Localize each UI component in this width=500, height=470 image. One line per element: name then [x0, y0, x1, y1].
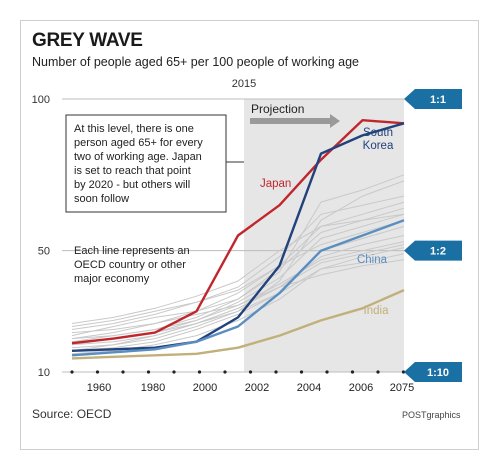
ratio-tags: 1:1 1:2 1:10: [404, 89, 462, 382]
x-axis-dot: [197, 370, 202, 374]
x-tick-label: 1960: [87, 382, 111, 394]
x-axis-dot: [95, 370, 100, 374]
y-tick-label: 50: [38, 246, 50, 258]
x-axis-dot: [248, 370, 253, 374]
x-tick-label: 1980: [141, 382, 165, 394]
series-line-south-korea: [71, 122, 405, 352]
ratio-tag-label: 1:1: [430, 94, 446, 106]
chart-subtitle: Number of people aged 65+ per 100 people…: [32, 55, 359, 69]
ratio-tag: 1:1: [404, 89, 462, 109]
callout-text: At this level, there is one person aged …: [74, 123, 206, 205]
projection-arrow-icon: [250, 114, 340, 128]
source-note: Source: OECD: [32, 407, 112, 421]
x-tick-label: 2000: [193, 382, 217, 394]
x-axis-dot: [70, 370, 74, 374]
x-axis-dot: [299, 370, 304, 374]
x-tick-label: 2006: [349, 382, 373, 394]
ratio-tag: 1:10: [404, 362, 462, 382]
background-series-line: [71, 174, 405, 340]
x-axis-dot: [274, 370, 278, 374]
ratio-tag-shape: [404, 89, 462, 109]
y-axis: 10 50 100: [32, 94, 50, 379]
series-label-china: China: [357, 254, 388, 266]
series-line-india: [71, 289, 405, 360]
x-axis-dot: [325, 370, 329, 374]
x-axis-dot: [223, 370, 227, 374]
x-axis-dot: [121, 370, 125, 374]
x-axis-dot: [350, 370, 355, 374]
x-tick-label: 2002: [245, 382, 269, 394]
ratio-tag-label: 1:10: [427, 367, 449, 379]
series-labels: Japan South Korea China India: [260, 127, 394, 317]
background-series-line: [71, 213, 405, 324]
ratio-tag-shape: [404, 240, 462, 261]
projection-label: Projection: [251, 102, 304, 116]
highlighted-series-group: [71, 118, 405, 360]
x-axis: 1960 1980 2000 2002 2004 2006 2075: [70, 370, 414, 394]
series-line-japan: [71, 118, 405, 345]
series-line-china: [71, 219, 405, 357]
callout-box: [65, 114, 227, 213]
note-text: Each line represents an OECD country or …: [74, 245, 193, 285]
ratio-tag: 1:2: [404, 240, 462, 261]
x-axis-dot: [172, 370, 176, 374]
x-tick-label: 2004: [297, 382, 321, 394]
chart-title: GREY WAVE: [32, 30, 143, 51]
series-label-japan: Japan: [260, 178, 291, 190]
x-axis-dot: [376, 370, 380, 374]
background-series-line: [71, 259, 405, 352]
x-axis-dot: [146, 370, 151, 374]
series-label-south-korea: South Korea: [363, 127, 394, 152]
credit-label: POSTgraphics: [402, 410, 461, 420]
series-label-india: India: [364, 305, 390, 317]
year-marker-label: 2015: [232, 78, 256, 90]
x-tick-label: 2075: [390, 382, 414, 394]
background-series-line: [71, 219, 405, 327]
projection-band: [244, 99, 404, 372]
gridlines: [62, 98, 404, 373]
y-tick-label: 100: [32, 94, 50, 106]
y-tick-label: 10: [38, 367, 50, 379]
ratio-tag-shape: [404, 362, 462, 382]
background-series-line: [71, 225, 405, 352]
x-axis-dot: [401, 370, 406, 374]
background-series-line: [71, 201, 405, 340]
background-series-line: [71, 195, 405, 330]
ratio-tag-label: 1:2: [430, 246, 446, 258]
